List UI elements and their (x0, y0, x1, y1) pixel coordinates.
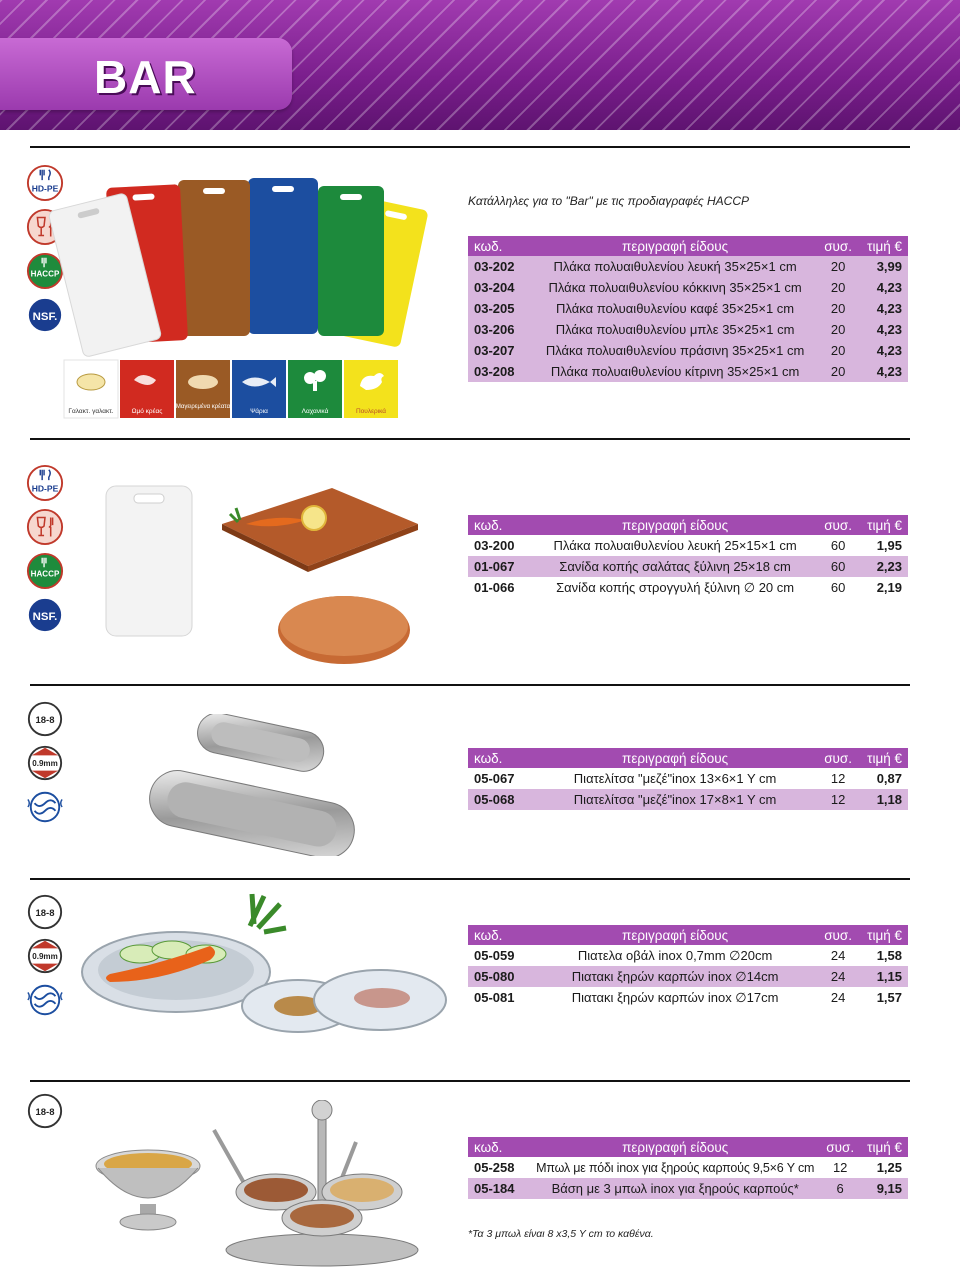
nsf-icon: NSF. (26, 296, 64, 334)
small-boards-image (105, 485, 418, 664)
colored-boards-image: Γαλακτ. γαλακτ. Ωμό κρέας Μαγειρεμένα κρ… (48, 178, 428, 419)
board-label-fish: Ψάρια (250, 407, 268, 415)
footnote: *Τα 3 μπωλ είναι 8 x3,5 Y cm το καθένα. (468, 1228, 654, 1240)
section-divider (30, 878, 910, 880)
steel-18-8-icon: 18-8 (27, 894, 63, 930)
product-table-bowls: κωδ. περιγραφή είδους συσ. τιμή € 05-258… (468, 1137, 908, 1199)
table-header-row: κωδ. περιγραφή είδους συσ. τιμή € (468, 748, 908, 768)
table-header-row: κωδ. περιγραφή είδους συσ. τιμή € (468, 925, 908, 945)
color-code-legend: Γαλακτ. γαλακτ. Ωμό κρέας Μαγειρεμένα κρ… (63, 359, 398, 419)
table-row: 05-258 Μπωλ με πόδι inox για ξηρούς καρπο… (468, 1157, 908, 1178)
product-table-meze: κωδ. περιγραφή είδους συσ. τιμή € 05-067… (468, 748, 908, 810)
haccp-icon: HACCP (26, 552, 64, 590)
section-divider (30, 438, 910, 440)
header-banner: BAR (0, 0, 960, 130)
board-label-raw-meat: Ωμό κρέας (132, 407, 163, 415)
board-label-vegetables: Λαχανικά (302, 407, 329, 415)
cert-icons-4: 18-8 0.9mm (26, 893, 66, 1025)
table-header-row: κωδ. περιγραφή είδους συσ. τιμή € (468, 515, 908, 535)
nsf-label: NSF. (33, 311, 58, 323)
table-header-row: κωδ. περιγραφή είδους συσ. τιμή € (468, 236, 908, 256)
nsf-icon: NSF. (26, 596, 64, 634)
round-wooden-board (278, 596, 410, 664)
table-row: 01-066 Σανίδα κοπής στρογγυλή ξύλινη ∅ 20… (468, 577, 908, 598)
table-row: 03-208 Πλάκα πολυαιθυλενίου κίτρινη 35×25… (468, 361, 908, 382)
glass-fork-icon (26, 508, 64, 546)
product-table-boards: κωδ. περιγραφή είδους συσ. τιμή € 03-202… (468, 236, 908, 382)
white-board (48, 193, 162, 357)
large-meze-plate (149, 770, 355, 856)
table-row: 03-202 Πλάκα πολυαιθυλενίου λευκή 35×25×1… (468, 256, 908, 277)
oval-plate (81, 893, 287, 1013)
product-table-oval-plates: κωδ. περιγραφή είδους συσ. τιμή € 05-059… (468, 925, 908, 1008)
haccp-label: HACCP (31, 270, 60, 279)
table-row: 05-067 Πιατελίτσα "μεζέ"inox 13×6×1 Y cm 1… (468, 768, 908, 789)
steel-18-8-icon: 18-8 (27, 701, 63, 737)
header-code: κωδ. (468, 236, 532, 256)
svg-text:NSF.: NSF. (33, 611, 58, 623)
cert-icons-2: HD-PE HACCP NSF. (26, 464, 66, 640)
small-meze-plate (197, 714, 325, 772)
board-label-dairy: Γαλακτ. γαλακτ. (68, 408, 113, 415)
title-tab (0, 38, 292, 110)
oval-plate-nut-dishes-image (81, 893, 447, 1033)
hdpe-label: HD-PE (32, 184, 59, 194)
wooden-salad-board (222, 488, 418, 572)
hdpe-icon: HD-PE (26, 464, 64, 502)
section-divider (30, 1080, 910, 1082)
board-label-poultry: Πουλερικά (356, 407, 386, 415)
cert-icons-3: 18-8 0.9mm (26, 700, 66, 832)
table-row: 05-080 Πιατακι ξηρών καρπών inox ∅14cm 24 1… (468, 966, 908, 987)
table-row: 03-206 Πλάκα πολυαιθυλενίου μπλε 35×25×1 … (468, 319, 908, 340)
nut-bowls-image (95, 1100, 419, 1267)
header-qty: συσ. (818, 236, 858, 256)
svg-text:0.9mm: 0.9mm (32, 759, 58, 768)
svg-text:18-8: 18-8 (35, 715, 54, 726)
table-row: 03-207 Πλάκα πολυαιθυλενίου πράσινη 35×25… (468, 340, 908, 361)
cert-icons-5: 18-8 (26, 1092, 66, 1136)
svg-text:HACCP: HACCP (31, 570, 60, 579)
section-divider (30, 684, 910, 686)
svg-text:18-8: 18-8 (35, 1107, 54, 1118)
section-tagline: Κατάλληλες για το "Bar" με τις προδιαγρα… (468, 194, 750, 208)
svg-text:0.9mm: 0.9mm (32, 952, 58, 961)
board-label-cooked-meat: Μαγειρεμένα κρέατα (176, 403, 231, 410)
product-table-small-boards: κωδ. περιγραφή είδους συσ. τιμή € 03-200… (468, 515, 908, 598)
table-row: 03-205 Πλάκα πολυαιθυλενίου καφέ 35×25×1 … (468, 298, 908, 319)
table-row: 05-081 Πιατακι ξηρών καρπών inox ∅17cm 24 1… (468, 987, 908, 1008)
white-small-board (105, 485, 193, 637)
svg-text:18-8: 18-8 (35, 908, 54, 919)
page-title: BAR (94, 51, 197, 103)
cert-icons-1: HD-PE HACCP NSF. (26, 164, 66, 340)
nut-dish-large (313, 969, 447, 1031)
haccp-icon: HACCP (26, 252, 64, 290)
svg-text:HD-PE: HD-PE (32, 484, 59, 494)
blue-board (248, 178, 318, 334)
table-row: 03-204 Πλάκα πολυαιθυλενίου κόκκινη 35×25… (468, 277, 908, 298)
table-row: 03-200 Πλάκα πολυαιθυλενίου λευκή 25×15×1… (468, 535, 908, 556)
thickness-icon: 0.9mm (27, 745, 63, 781)
header-desc: περιγραφή είδους (532, 236, 819, 256)
thickness-icon: 0.9mm (27, 938, 63, 974)
three-bowl-stand (212, 1100, 419, 1267)
steel-18-8-icon: 18-8 (27, 1093, 63, 1129)
dishwasher-safe-icon (27, 791, 63, 823)
meze-plates-image (149, 714, 355, 856)
table-row: 05-068 Πιατελίτσα "μεζέ"inox 17×8×1 Y cm 1… (468, 789, 908, 810)
brown-board (178, 180, 250, 336)
table-row: 01-067 Σανίδα κοπής σαλάτας ξύλινη 25×18 … (468, 556, 908, 577)
header-price: τιμή € (858, 236, 908, 256)
dishwasher-safe-icon (27, 984, 63, 1016)
table-row: 05-184 Βάση με 3 μπωλ inox για ξηρούς καρ… (468, 1178, 908, 1199)
section-divider (30, 146, 910, 148)
green-board (318, 186, 384, 336)
table-header-row: κωδ. περιγραφή είδους συσ. τιμή € (468, 1137, 908, 1157)
table-row: 05-059 Πιατελα οβάλ inox 0,7mm ∅20cm 24 1,5… (468, 945, 908, 966)
footed-bowl (95, 1149, 201, 1231)
hdpe-icon: HD-PE (26, 164, 64, 202)
